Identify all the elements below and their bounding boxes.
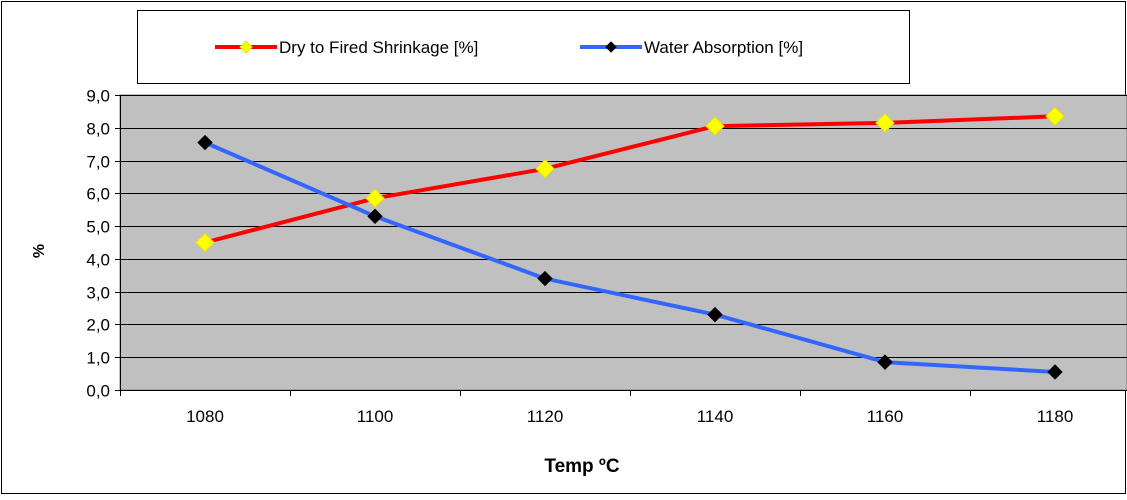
data-point-series-1 [875,113,895,133]
series-lines [195,106,1065,380]
data-point-series-2 [1047,364,1063,380]
x-tick-label: 1120 [527,407,564,426]
x-axis-title: Temp ºC [544,456,619,477]
legend-swatch-marker [605,41,617,53]
series-line-2 [204,140,1056,374]
x-tick-label: 1080 [186,407,224,426]
legend: Dry to Fired Shrinkage [%] Water Absorpti… [137,10,910,84]
legend-label: Water Absorption [%] [644,38,803,57]
data-point-series-1 [705,116,725,136]
data-point-series-1 [365,188,385,208]
data-point-series-2 [707,306,723,323]
y-tick-label: 1,0 [86,349,110,368]
y-tick-label: 9,0 [86,87,110,106]
data-point-series-1 [535,159,555,179]
data-point-series-1 [1045,106,1065,127]
y-tick-label: 0,0 [86,382,110,401]
legend-items: Dry to Fired Shrinkage [%] Water Absorpti… [215,38,803,57]
y-tick-label: 2,0 [86,316,110,335]
x-tick-label: 1100 [357,407,394,426]
legend-label: Dry to Fired Shrinkage [%] [279,38,478,57]
plot-background [119,94,1127,391]
data-point-series-2 [537,270,553,287]
x-tick-label: 1160 [867,407,904,426]
axes [115,95,1127,396]
y-tick-label: 4,0 [86,251,110,270]
x-tick-label: 1180 [1037,407,1074,426]
data-point-series-2 [367,208,383,224]
data-point-series-1 [195,232,215,253]
y-axis-title: % [31,244,48,258]
data-point-series-2 [877,354,893,370]
tick-labels: 0,0 1,0 2,0 3,0 4,0 5,0 6,0 7,0 8,0 9,0 1080 1100 11… [86,87,1073,427]
y-tick-label: 3,0 [86,284,110,303]
y-tick-label: 6,0 [86,185,110,204]
y-tick-label: 5,0 [86,218,110,237]
y-tick-label: 7,0 [86,153,110,172]
y-tick-label: 8,0 [86,120,110,139]
x-tick-label: 1140 [697,407,734,426]
legend-swatch-marker [239,40,253,54]
data-point-series-2 [197,134,213,151]
